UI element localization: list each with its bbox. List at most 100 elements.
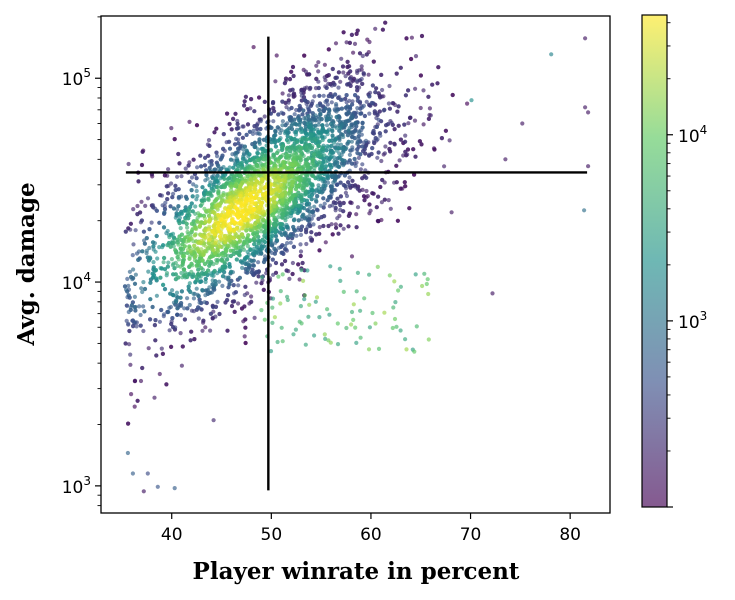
scatter-point [343,74,348,79]
scatter-point [314,207,320,212]
scatter-point [354,289,359,294]
scatter-point [158,275,163,280]
scatter-point [359,132,364,137]
scatter-point [199,238,204,243]
scatter-point [200,185,205,190]
scatter-point [235,167,240,172]
scatter-point [181,267,186,272]
scatter-point [164,184,169,189]
scatter-point [128,352,133,357]
scatter-point [333,41,339,46]
scatter-point [278,289,283,294]
scatter-point [285,128,290,133]
scatter-point [126,283,131,288]
scatter-point [367,94,372,99]
scatter-point [299,224,305,229]
scatter-point [306,156,311,161]
scatter-point [325,198,330,203]
scatter-point [286,140,291,145]
scatter-point [251,45,256,50]
scatter-point [355,270,360,275]
scatter-point [125,450,130,456]
scatter-point [450,92,455,98]
scatter-point [203,219,208,224]
scatter-point [185,306,190,311]
scatter-point [232,239,237,244]
scatter-point [307,194,312,199]
scatter-point [335,342,341,347]
scatter-point [301,164,307,169]
scatter-point [230,152,235,157]
scatter-point [223,172,228,177]
scatter-point [237,131,242,137]
scatter-point [308,85,313,91]
scatter-point [394,71,399,76]
scatter-point [344,325,349,331]
scatter-point [233,111,238,116]
scatter-point [337,155,342,160]
scatter-point [196,316,201,321]
scatter-point [300,112,305,117]
scatter-point [325,144,330,149]
scatter-point [351,50,356,55]
scatter-point [141,328,146,334]
scatter-point [211,167,217,173]
scatter-point [350,145,355,150]
scatter-point [273,144,278,149]
scatter-point [282,243,288,249]
scatter-point [308,137,313,142]
scatter-point [270,320,275,325]
scatter-point [330,94,335,99]
scatter-point [376,91,381,96]
scatter-point [211,304,216,310]
scatter-point [335,164,340,169]
scatter-point [297,103,302,109]
scatter-point [389,120,394,125]
scatter-point [292,117,297,122]
scatter-point [148,280,153,285]
scatter-point [280,123,285,128]
scatter-point [379,200,384,205]
scatter-point [155,484,160,489]
scatter-point [371,59,376,64]
scatter-point [215,154,220,159]
scatter-point [270,296,276,301]
scatter-point [317,248,322,253]
scatter-point [298,304,303,309]
scatter-point [403,133,408,138]
scatter-point [334,102,339,107]
scatter-point [291,332,296,337]
scatter-point [192,337,197,342]
scatter-point [287,115,292,120]
scatter-point [135,203,140,209]
scatter-point [373,321,378,326]
scatter-point [314,147,320,152]
scatter-point [127,342,132,347]
scatter-point [305,105,310,110]
scatter-points [122,20,591,494]
scatter-point [154,233,159,239]
scatter-point [234,136,239,141]
scatter-point [167,235,172,240]
scatter-point [329,172,334,178]
scatter-point [315,194,320,199]
scatter-point [172,266,177,271]
scatter-point [346,213,351,218]
scatter-point [242,292,247,298]
scatter-point [197,297,202,302]
scatter-point [240,226,245,231]
scatter-point [298,253,303,259]
scatter-point [202,261,208,267]
scatter-point [159,307,164,313]
scatter-point [185,229,190,235]
scatter-point [133,320,138,325]
scatter-point [420,283,425,289]
scatter-point [287,210,292,215]
scatter-point [209,273,214,278]
scatter-point [136,179,141,184]
scatter-point [141,304,146,309]
scatter-point [373,26,378,31]
scatter-point [304,137,309,142]
scatter-point [132,294,137,299]
scatter-point [239,165,244,170]
